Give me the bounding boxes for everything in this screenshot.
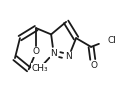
Text: O: O: [33, 47, 40, 56]
Text: CH₃: CH₃: [32, 64, 48, 73]
Text: N: N: [50, 49, 57, 58]
Text: Cl: Cl: [107, 36, 116, 45]
Text: N: N: [65, 52, 72, 61]
Text: O: O: [90, 61, 97, 70]
